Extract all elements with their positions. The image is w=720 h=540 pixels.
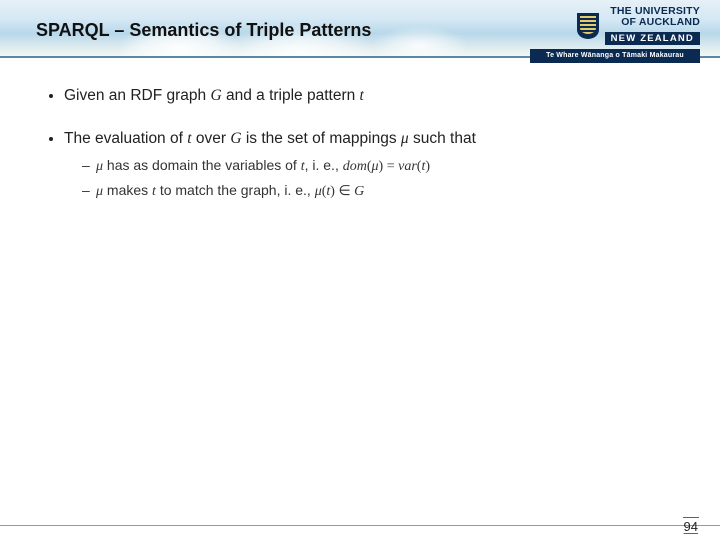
math-G: G [354, 184, 364, 199]
slide-title: SPARQL – Semantics of Triple Patterns [36, 20, 371, 41]
math-G: G [210, 87, 221, 104]
bullet-1: Given an RDF graph G and a triple patter… [64, 86, 678, 107]
math-mu: μ [401, 130, 409, 147]
text: Given an RDF graph [64, 87, 210, 104]
slide-body: Given an RDF graph G and a triple patter… [0, 58, 720, 540]
text: The evaluation of [64, 130, 187, 147]
math-rpar-eq: ) = [379, 159, 399, 174]
bullet-2: The evaluation of t over G is the set of… [64, 129, 678, 202]
text: makes [103, 182, 152, 198]
text: and a triple pattern [222, 87, 360, 104]
math-mu: μ [315, 184, 322, 199]
text: is the set of mappings [242, 130, 401, 147]
text: such that [409, 130, 476, 147]
math-dom: dom [343, 159, 367, 174]
university-logo-top: THE UNIVERSITY OF AUCKLAND NEW ZEALAND [530, 6, 700, 46]
university-logo: THE UNIVERSITY OF AUCKLAND NEW ZEALAND T… [530, 6, 700, 63]
math-t: t [360, 87, 364, 104]
math-G: G [230, 130, 241, 147]
slide-header: SPARQL – Semantics of Triple Patterns TH… [0, 0, 720, 58]
math-rpar: ) [425, 159, 430, 174]
university-nz-label: NEW ZEALAND [605, 32, 700, 45]
crest-icon [577, 13, 599, 39]
math-var: var [398, 159, 417, 174]
page-number: 94 [684, 519, 698, 534]
text: has as domain the variables of [103, 157, 301, 173]
bullet-list: Given an RDF graph G and a triple patter… [42, 86, 678, 202]
math-mu: μ [96, 184, 103, 199]
sub-bullet-1: μ has as domain the variables of t, i. e… [82, 156, 678, 177]
university-maori-name: Te Whare Wānanga o Tāmaki Makaurau [530, 49, 700, 63]
math-mu: μ [372, 159, 379, 174]
slide: SPARQL – Semantics of Triple Patterns TH… [0, 0, 720, 540]
text: , i. e., [305, 157, 343, 173]
text: over [192, 130, 231, 147]
text: to match the graph, i. e., [156, 182, 315, 198]
university-name-line2: OF AUCKLAND [605, 17, 700, 28]
footer-rule [0, 525, 720, 526]
math-mu: μ [96, 159, 103, 174]
sub-bullet-list: μ has as domain the variables of t, i. e… [64, 156, 678, 202]
university-name: THE UNIVERSITY OF AUCKLAND NEW ZEALAND [605, 6, 700, 46]
math-rpar-in: ) ∈ [330, 184, 354, 199]
sub-bullet-2: μ makes t to match the graph, i. e., μ(t… [82, 181, 678, 202]
